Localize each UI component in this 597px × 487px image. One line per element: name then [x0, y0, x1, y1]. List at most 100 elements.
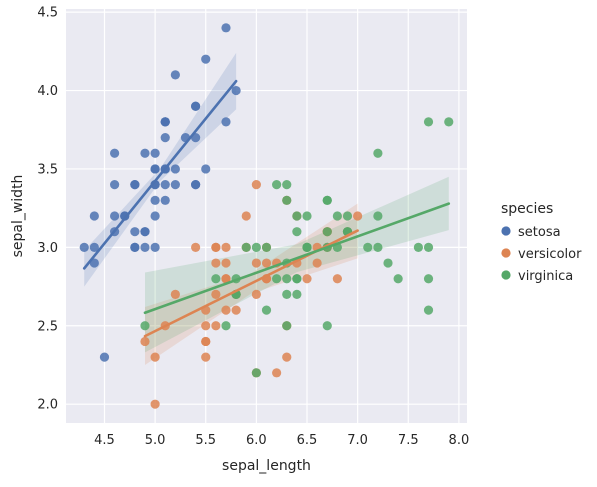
virginica-point [322, 227, 332, 237]
setosa-point [160, 195, 170, 205]
versicolor-point [211, 289, 221, 300]
tick-labels: 4.5 5.0 5.5 6.0 6.5 7.0 7.5 8.0 2.0 2.5 3.0 3.5 4.0 4… [37, 6, 469, 448]
setosa-point [110, 148, 120, 158]
virginica-point [241, 242, 251, 252]
y-axis-label: sepal_width [10, 175, 26, 258]
versicolor-point [251, 180, 261, 190]
y-tick-label: 2.5 [37, 319, 58, 334]
versicolor-point [201, 352, 211, 362]
virginica-point [444, 117, 454, 127]
setosa-point [130, 242, 140, 252]
versicolor-point [302, 274, 312, 284]
virginica-point [282, 321, 292, 331]
versicolor-point [150, 399, 160, 409]
setosa-point [201, 164, 211, 174]
x-axis-label: sepal_length [222, 458, 311, 474]
setosa-confidence-band [84, 52, 237, 287]
setosa-point [221, 23, 231, 33]
legend-label-virginica: virginica [518, 269, 573, 284]
setosa-point [150, 242, 160, 252]
versicolor-point [221, 258, 231, 268]
virginica-point [282, 289, 292, 300]
setosa-point [140, 148, 150, 158]
versicolor-point [332, 274, 342, 284]
setosa-point [150, 211, 160, 221]
setosa-point [170, 70, 180, 80]
x-tick-label: 5.5 [195, 433, 216, 448]
x-tick-label: 8.0 [449, 433, 470, 448]
virginica-point [282, 274, 292, 284]
y-tick-label: 2.0 [37, 398, 58, 413]
virginica-point [373, 211, 383, 221]
y-tick-label: 4.5 [37, 6, 58, 21]
virginica-point [292, 289, 302, 300]
x-tick-label: 7.0 [347, 433, 368, 448]
setosa-point [160, 132, 170, 143]
virginica-point [261, 242, 272, 252]
versicolor-point [170, 289, 180, 300]
virginica-point [342, 211, 353, 221]
x-tick-label: 6.5 [297, 433, 318, 448]
virginica-point [302, 211, 312, 221]
setosa-point [191, 101, 201, 111]
virginica-point [292, 227, 302, 237]
setosa-point [150, 164, 160, 174]
x-tick-label: 6.0 [246, 433, 267, 448]
setosa-point [110, 180, 120, 190]
x-tick-label: 4.5 [94, 433, 115, 448]
setosa-point [140, 227, 150, 237]
setosa-point [191, 180, 201, 190]
plot-background [66, 9, 467, 423]
legend-title: species [501, 201, 553, 217]
setosa-point [150, 148, 160, 158]
versicolor-point [211, 242, 221, 252]
setosa-point [130, 227, 140, 237]
setosa-point [130, 180, 140, 190]
virginica-point [292, 211, 302, 221]
regression-lines [82, 79, 451, 338]
virginica-point [383, 258, 393, 268]
versicolor-point [211, 321, 221, 331]
versicolor-point [140, 336, 150, 347]
setosa-point [110, 211, 120, 221]
versicolor-point [241, 211, 251, 221]
versicolor-point [251, 258, 261, 268]
versicolor-point [272, 368, 282, 378]
legend-marker-virginica [501, 270, 511, 280]
virginica-point [373, 148, 383, 158]
setosa-point [140, 242, 150, 252]
virginica-point [423, 242, 434, 252]
virginica-point [423, 305, 434, 315]
setosa-point [160, 180, 170, 190]
x-tick-label: 5.0 [145, 433, 166, 448]
virginica-point [292, 274, 302, 284]
versicolor-point [211, 258, 221, 268]
virginica-point [363, 242, 373, 252]
virginica-point [140, 321, 150, 331]
virginica-point [261, 305, 272, 315]
setosa-point [221, 117, 231, 127]
virginica-point [423, 117, 434, 127]
versicolor-point [221, 274, 231, 284]
virginica-point [302, 242, 312, 252]
setosa-point [201, 54, 211, 64]
versicolor-point [312, 258, 322, 268]
setosa-point [170, 180, 180, 190]
versicolor-point [150, 352, 160, 362]
virginica-point [322, 195, 332, 205]
legend-label-versicolor: versicolor [518, 247, 582, 262]
versicolor-point [353, 211, 363, 221]
virginica-point [251, 368, 261, 378]
y-tick-label: 4.0 [37, 84, 58, 99]
legend-marker-versicolor [501, 248, 511, 258]
setosa-point [150, 195, 160, 205]
virginica-regression-line [143, 202, 451, 315]
setosa-point [99, 352, 110, 362]
versicolor-point [191, 242, 201, 252]
setosa-regression-line [82, 79, 238, 270]
virginica-point [272, 180, 282, 190]
versicolor-point [231, 305, 241, 315]
versicolor-point [201, 336, 211, 347]
